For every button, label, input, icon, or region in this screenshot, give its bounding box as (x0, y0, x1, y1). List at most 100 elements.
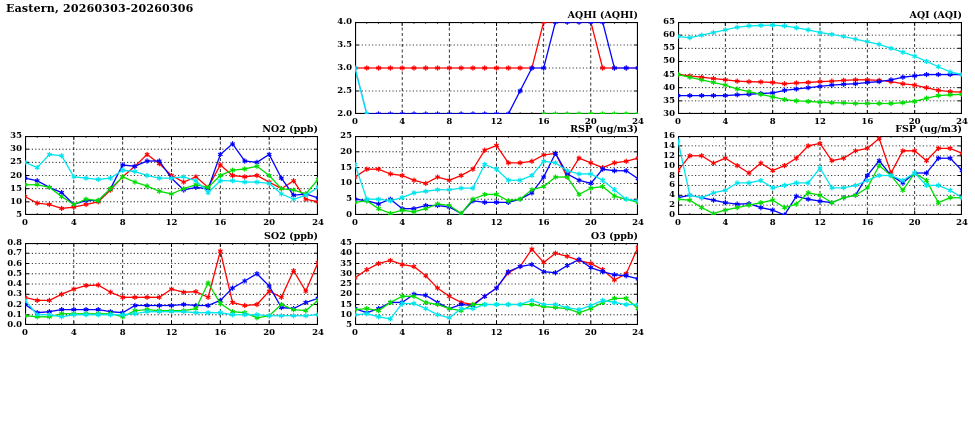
xtick-label: 24 (632, 218, 644, 228)
xtick-label: 24 (956, 117, 968, 127)
xtick-label: 4 (70, 328, 77, 338)
ytick-label: 3.5 (337, 40, 352, 50)
ytick-label: 20 (340, 289, 352, 300)
ytick-label: 20 (340, 146, 352, 157)
plot-area-no2 (25, 136, 318, 215)
ytick-label: 45 (340, 238, 352, 248)
ytick-label: 0.6 (7, 258, 22, 269)
series-rsp-green (355, 174, 638, 215)
xtick-label: 24 (956, 218, 968, 228)
panel-title-o3: O3 (ppb) (590, 231, 638, 242)
panel-title-fsp: FSP (ug/m3) (895, 124, 962, 135)
xtick-label: 0 (352, 218, 358, 228)
xtick-label: 20 (263, 328, 276, 338)
xtick-label: 8 (769, 117, 776, 127)
xtick-label: 16 (537, 328, 550, 338)
panel-title-no2: NO2 (ppb) (262, 124, 318, 135)
xtick-label: 8 (446, 218, 453, 228)
plot-area-o3 (355, 243, 638, 325)
series-aqi-cyan (678, 22, 962, 78)
panel-title-so2: SO2 (ppb) (264, 231, 318, 242)
ytick-label: 2 (669, 200, 675, 211)
ytick-label: 0.7 (7, 248, 22, 259)
ytick-label: 30 (10, 144, 22, 155)
xtick-label: 24 (632, 117, 644, 127)
xtick-label: 0 (22, 218, 28, 228)
ytick-label: 40 (340, 248, 352, 259)
ytick-label: 0.2 (7, 299, 22, 310)
ytick-label: 30 (663, 109, 675, 119)
ytick-label: 0.3 (7, 289, 22, 300)
ytick-label: 3.0 (337, 63, 352, 73)
plot-area-aqi (678, 22, 962, 114)
series-fsp-red (678, 136, 962, 176)
xtick-label: 0 (675, 218, 681, 228)
chart-panel-aqhi: AQHI (AQHI) 2.0 2.5 3.0 3.5 4.0 0 4 8 12 16 20 24 (337, 10, 644, 127)
xtick-label: 8 (119, 218, 126, 228)
xtick-label: 24 (632, 328, 644, 338)
ytick-label: 45 (663, 69, 675, 80)
chart-panel-no2: NO2 (ppb) 5 10 15 20 25 30 35 0 4 8 12 16 20 24 (10, 124, 324, 228)
ytick-label: 2.5 (337, 86, 352, 96)
series-no2-green (25, 163, 318, 208)
ytick-label: 0.5 (7, 268, 22, 279)
xtick-label: 12 (490, 328, 503, 338)
ytick-label: 10 (663, 160, 675, 171)
ytick-label: 8 (669, 170, 675, 181)
series-so2-cyan (25, 297, 318, 320)
series-aqi-green (678, 71, 962, 107)
series-no2-cyan (25, 151, 318, 202)
xtick-label: 12 (165, 328, 178, 338)
series-o3-cyan (355, 297, 638, 322)
series-aqhi-green (541, 111, 638, 114)
ytick-label: 65 (663, 17, 675, 27)
plot-area-rsp (355, 136, 638, 215)
panel-title-aqi: AQI (AQI) (909, 10, 962, 21)
chart-panel-o3: O3 (ppb) 5 10 15 20 25 30 35 40 45 0 4 8 12 16 20 24 (340, 231, 644, 338)
series-aqhi-blue (355, 22, 638, 114)
ytick-label: 35 (10, 131, 22, 141)
series-so2-red (25, 248, 318, 309)
xtick-label: 20 (908, 117, 921, 127)
ytick-label: 25 (340, 279, 352, 289)
xtick-label: 16 (214, 328, 227, 338)
series-rsp-cyan (355, 158, 638, 204)
ytick-label: 0.1 (7, 309, 22, 320)
xtick-label: 24 (312, 328, 324, 338)
xtick-label: 16 (861, 218, 874, 228)
xtick-label: 16 (537, 218, 550, 228)
ytick-label: 2.0 (337, 109, 352, 119)
ytick-label: 5 (346, 194, 352, 205)
panel-title-rsp: RSP (ug/m3) (570, 124, 638, 135)
ytick-label: 50 (663, 56, 675, 67)
ytick-label: 20 (10, 170, 22, 181)
ytick-label: 4 (669, 190, 675, 201)
xtick-label: 0 (352, 117, 358, 127)
ytick-label: 5 (16, 210, 22, 220)
xtick-label: 20 (584, 117, 597, 127)
xtick-label: 4 (70, 218, 77, 228)
ytick-label: 15 (340, 162, 352, 173)
xtick-label: 0 (675, 117, 681, 127)
xtick-label: 24 (312, 218, 324, 228)
ytick-label: 40 (663, 82, 675, 93)
ytick-label: 30 (340, 268, 352, 279)
xtick-label: 0 (352, 328, 358, 338)
ytick-label: 25 (340, 131, 352, 141)
ytick-label: 25 (10, 157, 22, 168)
chart-panel-fsp: FSP (ug/m3) 0 2 4 6 8 10 12 14 16 0 4 8 12 16 20 24 (663, 124, 968, 228)
xtick-label: 20 (584, 218, 597, 228)
ytick-label: 35 (663, 95, 675, 106)
ytick-label: 15 (340, 299, 352, 310)
ytick-label: 4.0 (337, 17, 352, 27)
chart-panel-aqi: AQI (AQI) 30 35 40 45 50 55 60 65 0 4 8 12 16 20 24 (663, 10, 968, 127)
xtick-label: 8 (446, 117, 453, 127)
panel-title-aqhi: AQHI (AQHI) (567, 10, 638, 21)
ytick-label: 5 (346, 320, 352, 330)
xtick-label: 12 (490, 218, 503, 228)
ytick-label: 60 (663, 30, 675, 41)
xtick-label: 4 (399, 117, 406, 127)
xtick-label: 12 (814, 117, 826, 127)
xtick-label: 4 (399, 218, 406, 228)
